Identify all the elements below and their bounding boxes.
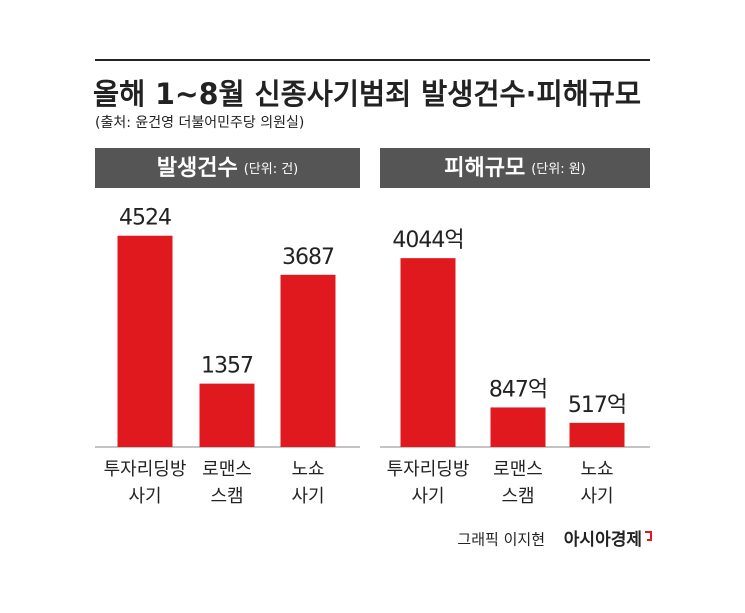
x-tick-label: 로맨스 — [493, 459, 543, 480]
bar — [400, 258, 456, 447]
panel-unit: (단위: 건) — [244, 162, 299, 177]
bar — [280, 274, 336, 447]
panel-header — [95, 148, 360, 188]
bar — [199, 383, 255, 447]
x-tick-label: 투자리딩방 — [387, 459, 470, 480]
x-tick-label: 투자리딩방 — [104, 459, 187, 480]
x-tick-label: 사기 — [291, 486, 324, 507]
bar — [490, 407, 546, 447]
panel-header — [380, 148, 650, 188]
x-tick-label: 노쇼 — [291, 459, 324, 480]
credit: 그래픽 이지현 — [457, 531, 545, 549]
x-tick-label: 사기 — [580, 486, 613, 507]
value-label: 4044억 — [392, 228, 463, 253]
bar — [569, 422, 625, 447]
brand: 아시아경제 — [564, 530, 642, 550]
x-tick-label: 로맨스 — [202, 459, 252, 480]
subtitle: (출처: 윤건영 더불어민주당 의원실) — [95, 115, 304, 131]
panel-header-text: 발생건수 (단위: 건) — [157, 156, 299, 181]
x-tick-label: 스캠 — [210, 486, 243, 507]
x-tick-label: 사기 — [411, 486, 444, 507]
bar — [117, 235, 173, 447]
title: 올해 1~8월 신종사기범죄 발생건수·피해규모 — [93, 77, 641, 111]
panel-unit: (단위: 원) — [531, 162, 586, 177]
value-label: 1357 — [201, 354, 253, 379]
panel-title: 피해규모 — [444, 156, 525, 181]
x-tick-label: 노쇼 — [580, 459, 613, 480]
panel-title: 발생건수 — [157, 156, 238, 181]
value-label: 4524 — [119, 206, 171, 231]
value-label: 847억 — [489, 377, 547, 402]
value-label: 3687 — [282, 245, 334, 270]
x-tick-label: 스캠 — [501, 486, 534, 507]
x-tick-label: 사기 — [128, 486, 161, 507]
brand-icon — [645, 531, 652, 541]
panel-header-text: 피해규모 (단위: 원) — [444, 156, 586, 181]
value-label: 517억 — [568, 393, 626, 418]
